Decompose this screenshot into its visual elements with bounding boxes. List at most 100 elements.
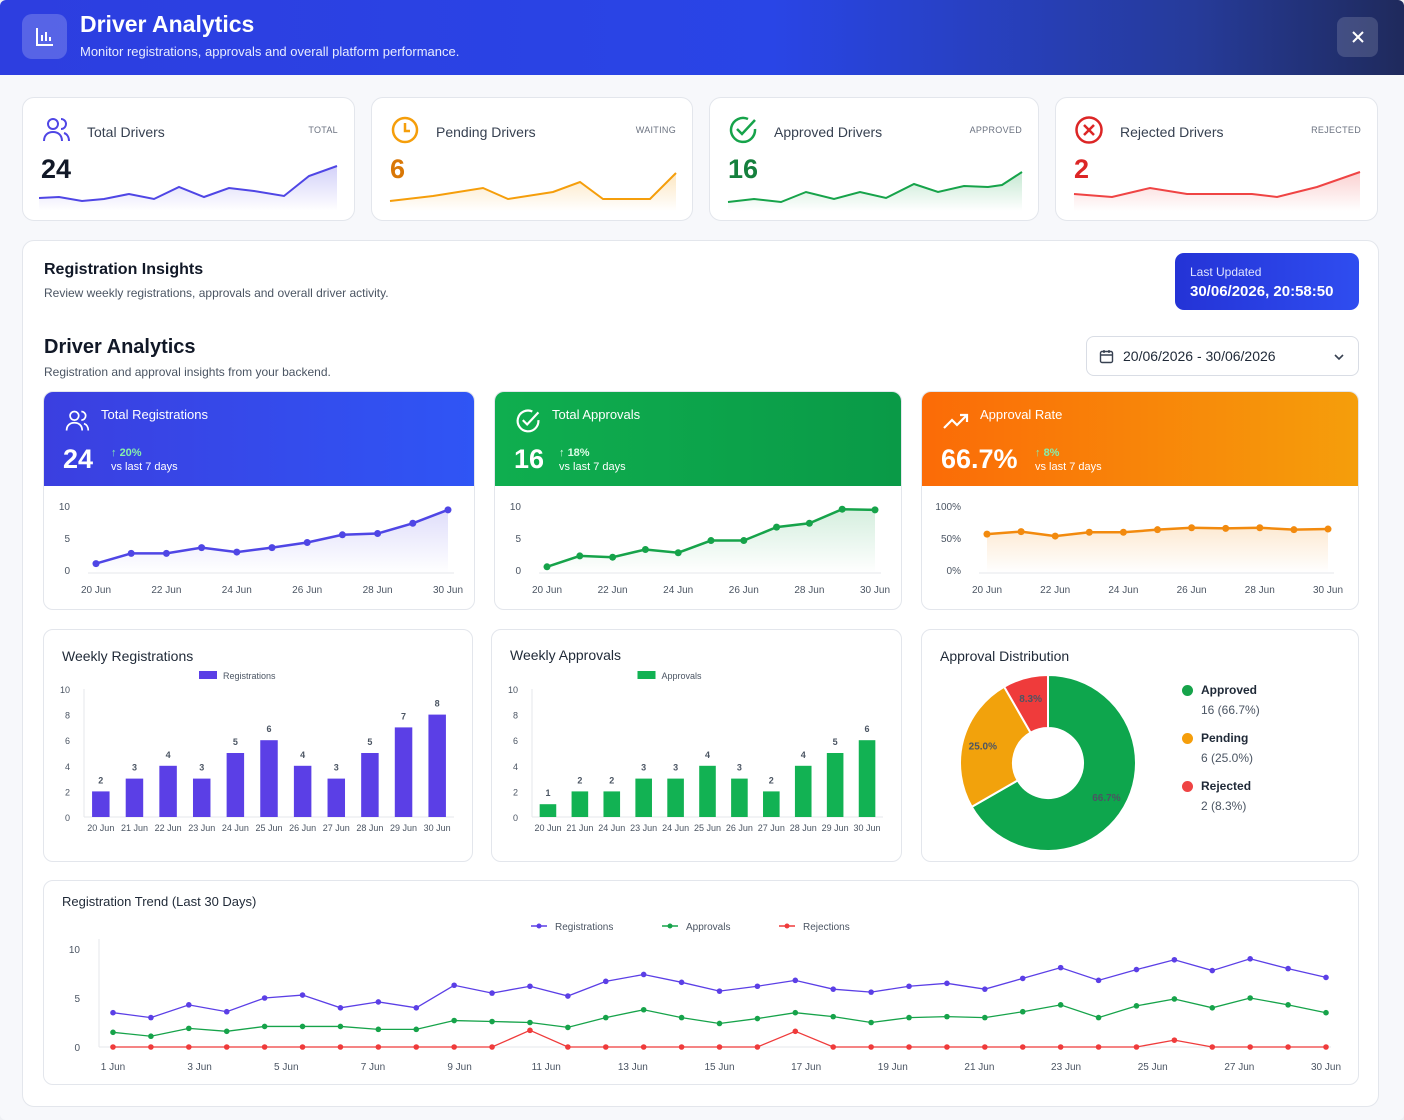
x-tick-label: 27 Jun <box>323 823 350 833</box>
users-icon <box>65 410 90 431</box>
y-tick-label: 8 <box>65 711 70 721</box>
x-tick-label: 21 Jun <box>566 823 593 833</box>
x-tick-label: 22 Jun <box>1040 585 1070 596</box>
data-point <box>375 1044 382 1050</box>
section-title: Registration Trend (Last 30 Days) <box>62 894 257 909</box>
data-point <box>413 1026 420 1033</box>
stat-value: 6 <box>390 154 406 184</box>
kpi-line-chart: 0% 50% 100% 20 Jun 22 Jun 24 Jun 26 Jun 28 Jun 3… <box>935 502 1343 596</box>
x-tick-label: 13 Jun <box>618 1062 648 1073</box>
bar <box>293 765 312 817</box>
stat-tag: WAITING <box>635 125 676 135</box>
data-point <box>716 1044 723 1050</box>
legend-dot <box>1182 733 1193 744</box>
x-tick-label: 22 Jun <box>151 585 181 596</box>
x-tick-label: 7 Jun <box>361 1062 385 1073</box>
legend-detail: 16 (66.7%) <box>1201 703 1260 717</box>
bar-value-label: 4 <box>801 750 806 760</box>
bar <box>794 765 812 817</box>
bar-value-label: 1 <box>545 788 550 798</box>
close-button[interactable] <box>1337 17 1378 57</box>
kpi-vs: vs last 7 days <box>111 461 178 473</box>
y-tick-label: 100% <box>935 502 961 513</box>
analytics-subtitle: Registration and approval insights from … <box>44 365 331 379</box>
data-point <box>678 979 685 986</box>
data-point <box>754 983 761 990</box>
x-tick-label: 30 Jun <box>1311 1062 1341 1073</box>
data-point <box>110 1044 116 1050</box>
y-tick-label: 6 <box>65 736 70 746</box>
x-tick-label: 20 Jun <box>534 823 561 833</box>
data-point <box>527 983 533 990</box>
y-tick-label: 4 <box>65 762 70 772</box>
bar-chart-icon <box>22 14 67 59</box>
stat-value: 16 <box>728 154 759 184</box>
data-point <box>162 549 170 557</box>
data-point <box>805 519 813 527</box>
data-point <box>1188 524 1196 532</box>
users-icon <box>43 118 70 142</box>
x-tick-label: 30 Jun <box>860 585 890 596</box>
sparkline <box>39 165 338 211</box>
x-tick-label: 3 Jun <box>187 1062 211 1073</box>
data-point <box>261 1023 268 1030</box>
data-point <box>1209 1044 1216 1050</box>
insights-title: Registration Insights <box>44 261 204 278</box>
data-point <box>527 1027 533 1034</box>
bar-value-label: 5 <box>833 737 838 747</box>
x-tick-label: 26 Jun <box>289 823 316 833</box>
data-point <box>1057 964 1064 971</box>
bar <box>826 753 844 817</box>
data-point <box>92 560 100 568</box>
legend-detail: 2 (8.3%) <box>1201 799 1247 813</box>
bar <box>394 727 413 817</box>
modal-title: Driver Analytics <box>80 11 255 37</box>
data-point <box>678 1014 685 1021</box>
data-point <box>830 1013 837 1020</box>
kpi-change-value: 18% <box>567 447 590 459</box>
bar-value-label: 3 <box>641 763 646 773</box>
data-point <box>1119 528 1127 536</box>
x-tick-label: 26 Jun <box>726 823 753 833</box>
data-point <box>337 1044 344 1050</box>
data-point <box>1209 1005 1216 1011</box>
y-tick-label: 5 <box>515 534 521 545</box>
x-tick-label: 21 Jun <box>964 1062 994 1073</box>
chevron-down-icon <box>1334 354 1344 361</box>
kpi-value: 24 <box>63 444 94 474</box>
data-point <box>374 530 382 538</box>
data-point <box>186 1044 192 1050</box>
stat-card-rejected: Rejected Drivers REJECTED 2 <box>1055 97 1378 221</box>
data-point <box>1017 528 1025 536</box>
kpi-title: Total Approvals <box>552 407 641 422</box>
legend-dot <box>1182 781 1193 792</box>
area-fill <box>987 527 1328 573</box>
slice-label: 8.3% <box>1019 694 1042 705</box>
data-point <box>261 995 268 1001</box>
data-point <box>871 506 879 514</box>
data-point <box>1222 524 1230 532</box>
bar-value-label: 8 <box>435 699 440 709</box>
registration-trend-card: Registration Trend (Last 30 Days) Regist… <box>43 880 1359 1085</box>
bar-value-label: 3 <box>132 763 137 773</box>
legend-swatch <box>199 671 217 679</box>
data-point <box>233 548 241 556</box>
date-range-picker[interactable]: 20/06/2026 - 30/06/2026 <box>1086 336 1359 376</box>
insights-panel: Registration Insights Review weekly regi… <box>22 240 1379 1107</box>
data-point <box>792 1009 799 1016</box>
data-point <box>338 531 346 539</box>
section-title: Weekly Registrations <box>62 648 194 664</box>
y-tick-label: 10 <box>59 502 71 513</box>
data-point <box>413 1044 420 1050</box>
y-tick-label: 2 <box>513 787 518 797</box>
data-point <box>868 1044 874 1050</box>
kpi-line-chart: 0 5 10 20 Jun 22 Jun 24 Jun 26 Jun 28 Jun 30 Jun <box>510 502 890 596</box>
y-tick-label: 8 <box>513 711 518 721</box>
data-point <box>983 530 991 538</box>
stat-label: Approved Drivers <box>774 124 883 140</box>
stat-card-total: Total Drivers TOTAL 24 <box>22 97 355 221</box>
x-tick-label: 25 Jun <box>1138 1062 1168 1073</box>
x-tick-label: 30 Jun <box>424 823 451 833</box>
y-tick-label: 6 <box>513 736 518 746</box>
bar <box>125 778 144 817</box>
